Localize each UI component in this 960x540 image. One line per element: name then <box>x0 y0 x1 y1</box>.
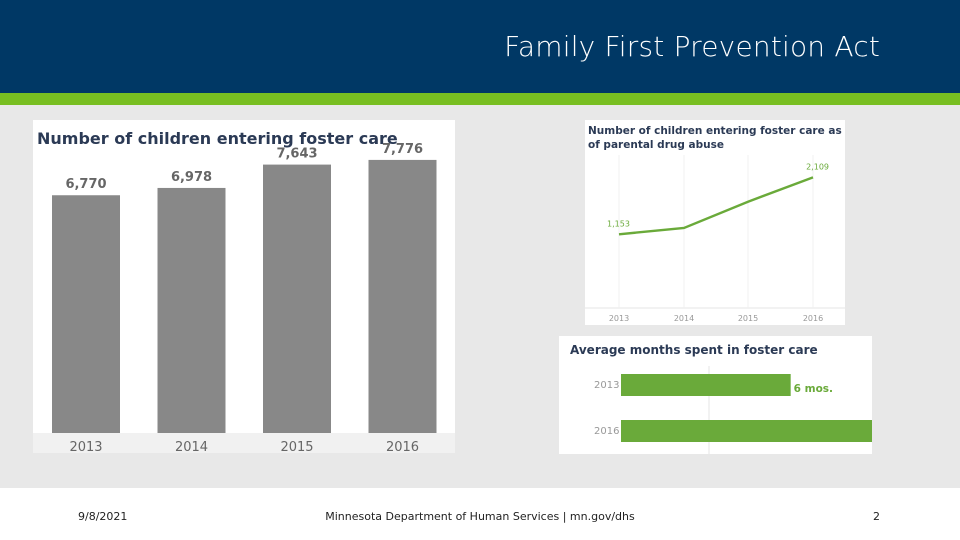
average-months-chart: Average months spent in foster care 2013… <box>570 343 872 454</box>
bar-2013 <box>52 195 120 433</box>
data-label: 7,776 <box>382 142 423 157</box>
y-tick-label: 2013 <box>594 380 619 391</box>
bar-chart-panel: Number of children entering foster care … <box>33 120 455 453</box>
x-tick-label: 2013 <box>69 440 102 453</box>
data-label: 2,109 <box>806 162 829 171</box>
bar-2016 <box>621 420 872 442</box>
chart-title: Number of children entering foster care … <box>588 125 845 151</box>
x-tick-label: 2016 <box>386 440 419 453</box>
bar-2013 <box>621 374 791 396</box>
x-tick-label: 2015 <box>738 314 758 323</box>
data-label: 1,153 <box>607 219 630 228</box>
footer-date: 9/8/2021 <box>78 510 128 523</box>
footer-organization: Minnesota Department of Human Services |… <box>325 510 635 523</box>
hbar-chart-panel: Average months spent in foster care 2013… <box>559 336 872 454</box>
page-number: 2 <box>873 510 880 523</box>
x-tick-label: 2015 <box>280 440 313 453</box>
drug-abuse-chart: Number of children entering foster care … <box>585 125 845 323</box>
x-tick-label: 2014 <box>175 440 208 453</box>
slide-title: Family First Prevention Act <box>504 30 880 63</box>
header-band: Family First Prevention Act <box>0 0 960 93</box>
data-label: 6 mos. <box>794 383 833 395</box>
bar-2015 <box>263 164 331 433</box>
data-label: 6,770 <box>65 177 106 192</box>
x-tick-label: 2016 <box>803 314 823 323</box>
chart-title: Number of children entering foster care <box>37 129 398 148</box>
bar-2014 <box>157 187 226 433</box>
chart-title: Average months spent in foster care <box>570 343 818 357</box>
data-label: 6,978 <box>171 170 212 185</box>
y-tick-label: 2016 <box>594 426 619 437</box>
footer: 9/8/2021 Minnesota Department of Human S… <box>0 488 960 540</box>
bar-2016 <box>368 159 437 433</box>
series-line <box>618 176 814 236</box>
data-label: 7,643 <box>276 147 317 162</box>
x-tick-label: 2013 <box>609 314 629 323</box>
line-chart-panel: Number of children entering foster care … <box>585 120 845 325</box>
children-entering-chart: Number of children entering foster care … <box>33 129 455 453</box>
accent-stripe <box>0 93 960 105</box>
x-tick-label: 2014 <box>674 314 694 323</box>
axis-band <box>33 433 455 453</box>
content-area: Number of children entering foster care … <box>0 105 960 488</box>
